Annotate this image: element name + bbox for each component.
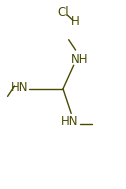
Text: H: H <box>71 15 80 28</box>
Text: HN: HN <box>61 115 79 128</box>
Text: HN: HN <box>11 81 28 94</box>
Text: NH: NH <box>71 53 89 66</box>
Text: Cl: Cl <box>57 6 69 19</box>
